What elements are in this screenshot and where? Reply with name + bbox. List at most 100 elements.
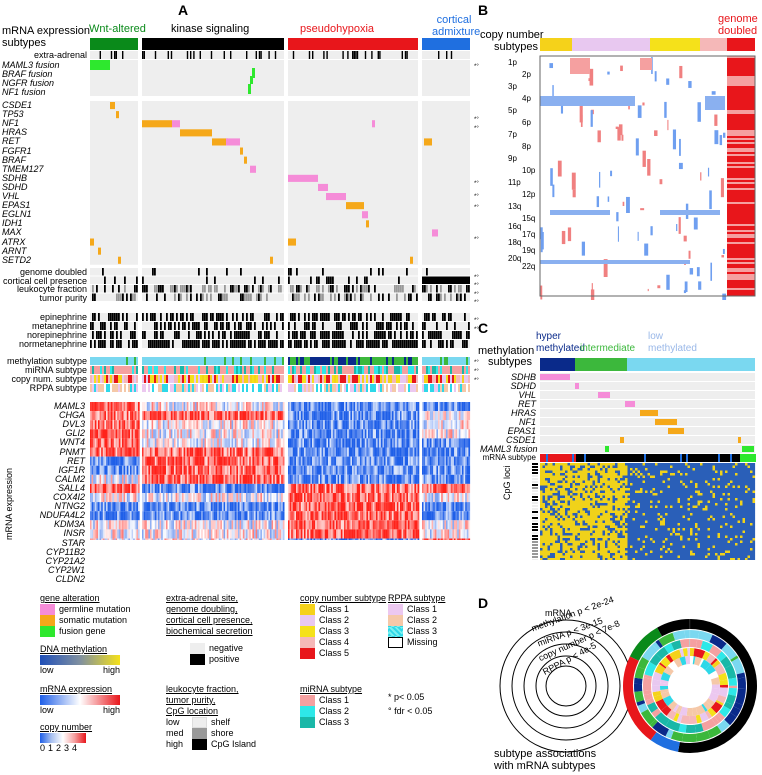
ring-segment xyxy=(704,710,713,719)
significance-mark: *° xyxy=(474,117,479,123)
gene-row-label: FGFR1 xyxy=(2,145,32,156)
chrom-label: 7p xyxy=(508,130,517,139)
fusion-block xyxy=(288,60,418,96)
methyl-mut-mark xyxy=(668,428,684,434)
significance-mark: *° xyxy=(474,292,479,298)
ring-segment xyxy=(649,653,662,667)
panel-d-caption-2: with mRNA subtypes xyxy=(494,760,596,772)
fusion-row-label: MAML3 fusion xyxy=(2,60,60,70)
chrom-label: 3p xyxy=(508,82,517,91)
ring-segment xyxy=(652,690,662,697)
ring-segment xyxy=(634,690,645,703)
ring-label-mrna: mRNA xyxy=(545,608,572,618)
mrna-gene-label: STAR xyxy=(61,537,85,548)
mrna-gene-label: DVL3 xyxy=(62,419,85,430)
subtype-row-label: RPPA subtype xyxy=(29,383,87,393)
legend-leukocyte: leukocyte fraction, tumor purity, CpG lo… xyxy=(166,684,257,750)
ring-segment xyxy=(659,662,667,669)
ring-segment xyxy=(697,630,713,643)
ring-segment xyxy=(706,698,716,707)
gene-row-label: TP53 xyxy=(2,109,24,120)
ring-segment xyxy=(694,723,704,733)
positive-swatch xyxy=(190,654,205,665)
ring xyxy=(545,665,587,707)
chrom-label: 12p xyxy=(522,190,536,199)
mrna-gene-label: CYP11B2 xyxy=(46,546,85,557)
gene-row-label: CSDE1 xyxy=(2,100,33,110)
mrna-gene-label: PNMT xyxy=(59,446,86,457)
ring-segment xyxy=(736,672,746,679)
mutation-mark xyxy=(410,256,413,264)
ring-segment xyxy=(716,694,727,704)
ring-segment xyxy=(725,694,736,705)
gene-row-label: SETD2 xyxy=(2,254,32,265)
ring-segment xyxy=(695,714,702,724)
ring-segment xyxy=(672,703,680,713)
ring-segment xyxy=(698,658,704,667)
ring-segment xyxy=(623,656,657,741)
ring-segment xyxy=(643,693,653,701)
ring-segment xyxy=(708,692,719,703)
mutation-mark xyxy=(250,165,256,173)
significance-mark: *° xyxy=(474,194,479,200)
methyl-mut-mark xyxy=(742,446,754,452)
ring-segment xyxy=(724,664,737,680)
mrna-gene-label: CALM2 xyxy=(54,473,85,484)
ring-segment xyxy=(720,656,732,669)
gene-row-label: SDHD xyxy=(2,181,28,192)
gene-block xyxy=(90,101,138,265)
mrna-gene-label: COX4I2 xyxy=(52,492,85,502)
low-label-1: low xyxy=(648,331,664,342)
methyl-row-label: SDHB xyxy=(510,372,536,382)
fusion-swatch xyxy=(40,626,55,637)
legend-mirna-subtype: miRNA subtype Class 1 Class 2 Class 3 xyxy=(300,684,363,728)
ring-segment xyxy=(716,719,730,733)
chrom-label: 17q xyxy=(522,230,536,239)
ring-segment xyxy=(700,640,713,653)
ring-segment xyxy=(660,688,669,694)
ring xyxy=(535,655,597,717)
significance-mark: *° xyxy=(474,327,479,333)
chrom-label: 1p xyxy=(508,58,517,67)
legend-significance: * p< 0.05 ° fdr < 0.05 xyxy=(388,692,433,716)
panel-a-header-line1: mRNA expression xyxy=(2,25,91,37)
chrom-label: 22q xyxy=(522,262,536,271)
ring-segment xyxy=(735,688,746,705)
methyl-row-label: HRAS xyxy=(510,408,536,418)
ring-segment xyxy=(692,707,698,716)
ring-segment xyxy=(729,706,741,717)
mrna-gene-label: WNT4 xyxy=(59,437,86,448)
significance-mark: *° xyxy=(474,300,479,306)
gene-row-label: BRAF xyxy=(2,154,27,165)
ring-segment xyxy=(675,705,682,714)
ring-segment xyxy=(664,643,675,654)
mrna-gene-label: SALL4 xyxy=(57,482,85,493)
ring-segment xyxy=(652,721,670,737)
extra-adrenal-label: extra-adrenal xyxy=(33,50,87,60)
chrom-label: 10p xyxy=(522,166,536,175)
methyl-row-label: SDHD xyxy=(510,381,536,391)
significance-mark: *° xyxy=(474,275,479,281)
ring-segment xyxy=(728,677,737,686)
ring-segment xyxy=(679,656,687,666)
subtype-bar xyxy=(288,38,418,50)
ring-segment xyxy=(655,698,668,711)
hyper-label-2: methylated xyxy=(536,343,585,354)
feature-row-label: genome doubled xyxy=(19,267,87,277)
mrna-gene-label: CYP2W1 xyxy=(47,564,85,575)
mutation-mark xyxy=(142,120,172,128)
ring-segment xyxy=(676,714,683,723)
ring-segment xyxy=(652,679,661,686)
mrna-gene-label: GLI2 xyxy=(65,428,85,439)
legend-copy-number: copy number 01234 xyxy=(40,722,93,753)
ring-segment xyxy=(693,648,706,659)
chrom-label: 9p xyxy=(508,154,517,163)
intermediate-label: intermediate xyxy=(580,343,636,354)
ring-segment xyxy=(629,627,663,661)
feature-row-label: leukocyte fraction xyxy=(16,284,87,294)
panel-c-heatmap xyxy=(532,358,756,560)
subtype-bar xyxy=(142,38,284,50)
ring-segment xyxy=(707,725,722,739)
ring-segment xyxy=(640,709,656,726)
